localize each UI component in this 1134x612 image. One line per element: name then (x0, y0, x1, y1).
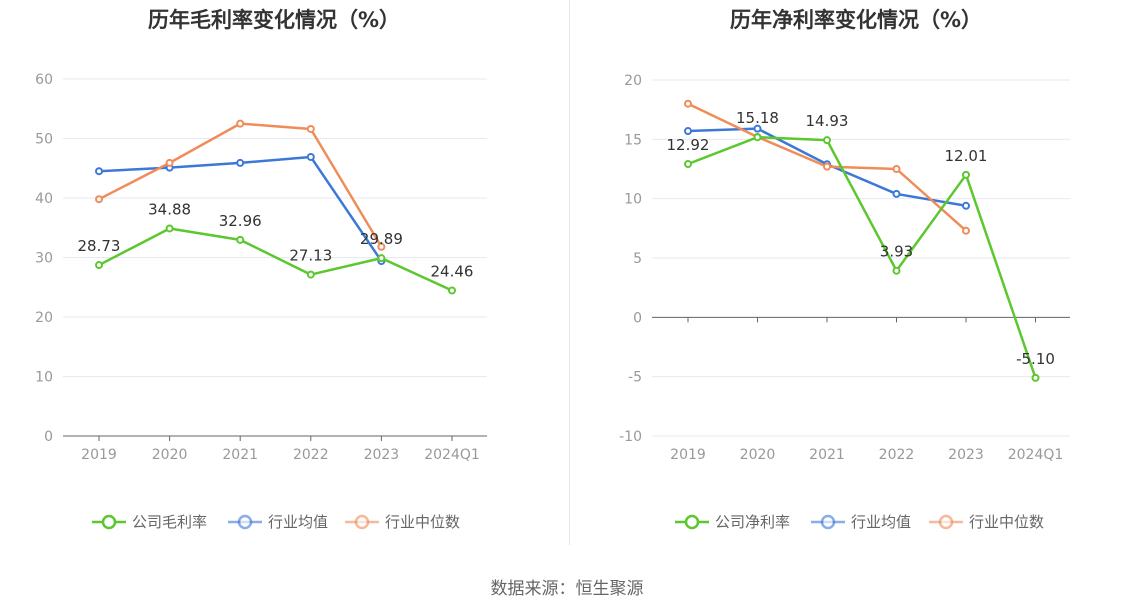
legend-label: 行业中位数 (969, 513, 1044, 531)
data-point (823, 136, 831, 145)
data-point (753, 124, 762, 133)
legend-swatch-marker (354, 514, 370, 530)
y-tick-label: -5 (628, 370, 642, 386)
data-point (165, 224, 174, 233)
x-tick-label: 2024Q1 (1008, 447, 1064, 463)
data-point (377, 254, 386, 263)
y-tick-label: 5 (633, 251, 642, 267)
y-tick-label: 10 (624, 192, 642, 208)
y-tick-label: 60 (35, 72, 53, 88)
legend-label: 公司毛利率 (132, 513, 207, 531)
data-point (306, 124, 315, 133)
legend-label: 行业中位数 (385, 513, 460, 531)
data-point (236, 158, 245, 167)
data-point (892, 165, 901, 173)
chart-title-gross-margin: 历年毛利率变化情况（%） (147, 8, 401, 32)
x-tick-label: 2019 (81, 447, 117, 463)
x-tick-label: 2023 (364, 447, 400, 463)
legend-label: 行业均值 (268, 513, 328, 531)
data-point (962, 226, 970, 235)
x-tick-label: 2020 (740, 447, 776, 463)
data-point (377, 242, 386, 251)
data-label: 14.93 (806, 112, 849, 130)
y-tick-label: 15 (624, 132, 642, 148)
data-label: 34.88 (148, 200, 191, 218)
legend-swatch-marker (938, 514, 954, 530)
data-point (684, 99, 692, 108)
y-tick-label: 50 (35, 132, 53, 148)
data-label: 29.89 (360, 230, 403, 248)
x-tick-label: 2021 (222, 447, 258, 463)
data-point (306, 152, 315, 161)
y-tick-label: 40 (35, 191, 53, 207)
y-tick-label: 30 (35, 251, 53, 267)
data-label: 15.18 (736, 109, 779, 127)
data-point (95, 195, 103, 204)
data-point (962, 201, 970, 210)
x-tick-label: 2020 (152, 447, 188, 463)
panel-divider (569, 0, 570, 545)
data-point (753, 133, 762, 142)
data-label: 3.93 (880, 243, 913, 261)
data-label: 12.92 (667, 136, 710, 154)
series-line-1 (98, 155, 383, 262)
series-line-0 (98, 227, 453, 292)
data-point (823, 162, 831, 171)
y-tick-label: 0 (633, 310, 642, 326)
data-point (684, 127, 692, 136)
data-point (306, 270, 315, 279)
x-tick-label: 2022 (293, 447, 329, 463)
series-line-0 (687, 135, 1037, 379)
x-tick-label: 2023 (948, 447, 984, 463)
legend-label: 公司净利率 (715, 513, 790, 531)
legend-swatch-marker (684, 514, 700, 530)
data-point (236, 235, 245, 244)
data-label: 32.96 (219, 212, 262, 230)
data-label: 28.73 (78, 237, 121, 255)
data-point (684, 160, 692, 169)
data-point (892, 189, 901, 198)
data-label: 24.46 (431, 262, 474, 280)
x-tick-label: 2019 (670, 447, 706, 463)
data-point (448, 286, 456, 295)
legend-swatch-marker (820, 514, 836, 530)
x-tick-label: 2021 (809, 447, 845, 463)
y-tick-label: 10 (35, 370, 53, 386)
y-tick-label: 0 (44, 429, 53, 445)
y-tick-label: 20 (35, 310, 53, 326)
data-label: 12.01 (945, 147, 988, 165)
data-point (95, 261, 103, 270)
legend-label: 行业均值 (851, 513, 911, 531)
x-tick-label: 2024Q1 (424, 447, 480, 463)
data-point (165, 158, 174, 167)
data-point (962, 170, 970, 179)
legend-swatch-marker (101, 514, 117, 530)
data-label: -5.10 (1016, 350, 1055, 368)
data-source-note: 数据来源：恒生聚源 (490, 579, 644, 599)
data-label: 27.13 (289, 247, 332, 265)
legend-swatch-marker (237, 514, 253, 530)
x-tick-label: 2022 (879, 447, 915, 463)
data-point (1031, 373, 1040, 382)
chart-title-net-margin: 历年净利率变化情况（%） (729, 8, 983, 32)
y-tick-label: 20 (624, 73, 642, 89)
y-tick-label: -10 (619, 429, 642, 445)
data-point (236, 119, 245, 128)
data-point (892, 266, 901, 275)
data-point (95, 167, 103, 176)
